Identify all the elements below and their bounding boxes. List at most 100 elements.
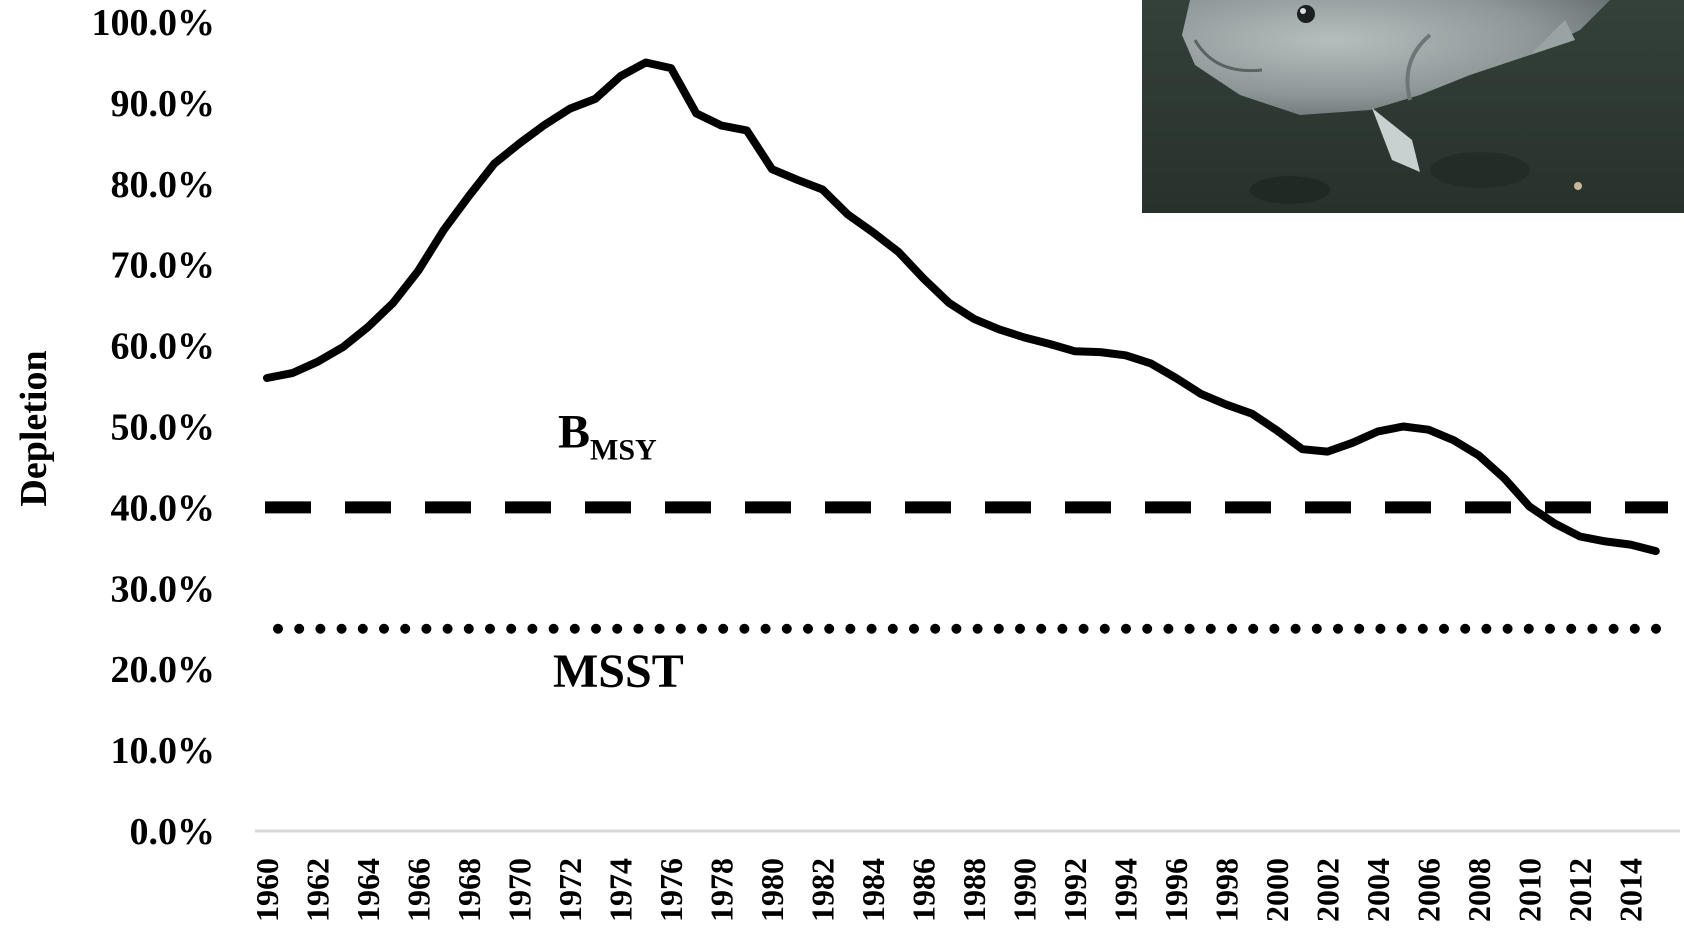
y-tick-label: 70.0% (111, 245, 216, 287)
x-tick-label: 1976 (653, 858, 689, 922)
depletion-data-point (1224, 402, 1229, 407)
y-tick-label: 80.0% (111, 164, 216, 206)
depletion-data-point (744, 128, 749, 133)
depletion-data-point (1047, 342, 1052, 346)
depletion-data-point (1275, 428, 1279, 433)
depletion-data-point (1451, 438, 1456, 443)
depletion-data-point (1552, 521, 1557, 526)
y-tick-label: 40.0% (111, 487, 216, 529)
y-tick-label: 60.0% (111, 326, 216, 368)
depletion-series-line (263, 58, 1660, 556)
y-tick-label: 30.0% (111, 568, 216, 610)
depletion-data-point (391, 300, 396, 305)
x-tick-label: 1974 (603, 858, 639, 922)
depletion-data-point (1502, 476, 1507, 481)
depletion-data-point (643, 60, 648, 65)
depletion-data-point (1022, 335, 1027, 340)
depletion-data-point (315, 359, 320, 364)
depletion-data-point (1073, 349, 1077, 354)
x-tick-label: 1980 (754, 858, 790, 922)
depletion-data-point (795, 177, 800, 182)
x-tick-label: 2014 (1613, 858, 1649, 922)
x-tick-label: 1984 (855, 858, 891, 922)
x-tick-label: 1970 (502, 858, 538, 922)
depletion-data-point (719, 123, 724, 128)
depletion-data-point (997, 327, 1002, 332)
x-tick-label: 2004 (1360, 858, 1396, 922)
depletion-data-point (542, 122, 547, 127)
depletion-data-point (1527, 504, 1532, 509)
x-tick-label: 2000 (1259, 858, 1295, 922)
depletion-data-point (265, 376, 269, 380)
depletion-data-point (517, 141, 522, 146)
depletion-data-point (1148, 361, 1153, 366)
x-tick-label: 1996 (1158, 858, 1194, 922)
x-tick-label: 1986 (906, 858, 942, 922)
depletion-data-point (290, 371, 295, 376)
depletion-data-point (618, 74, 623, 79)
depletion-data-point (1628, 542, 1633, 547)
depletion-data-point (416, 268, 421, 273)
depletion-data-point (1401, 424, 1406, 429)
x-tick-label: 1998 (1209, 858, 1245, 922)
depletion-data-point (1325, 449, 1330, 454)
depletion-data-point (845, 212, 850, 217)
depletion-data-point (1350, 440, 1355, 445)
depletion-data-point (1426, 427, 1431, 432)
depletion-data-point (492, 161, 497, 166)
y-tick-label: 100.0% (92, 2, 216, 44)
y-tick-label: 10.0% (111, 730, 216, 772)
x-tick-label: 2006 (1411, 858, 1447, 922)
x-tick-label: 2002 (1310, 858, 1346, 922)
depletion-data-point (568, 106, 572, 111)
x-tick-label: 2012 (1562, 858, 1598, 922)
depletion-data-point (366, 325, 370, 329)
depletion-data-point (340, 345, 345, 350)
x-tick-label: 1982 (805, 858, 841, 922)
bmsy-label: BMSY (558, 405, 657, 466)
x-tick-label: 1992 (1057, 858, 1093, 922)
fish-photo-inset (1142, 0, 1684, 213)
x-tick-label: 2008 (1461, 858, 1497, 922)
depletion-data-point (770, 167, 774, 172)
y-tick-label: 90.0% (111, 83, 216, 125)
depletion-data-point (467, 193, 471, 198)
x-tick-label: 1978 (704, 858, 740, 922)
depletion-data-point (441, 227, 446, 232)
x-tick-label: 1994 (1108, 858, 1144, 922)
x-tick-label: 1964 (350, 858, 386, 922)
depletion-data-point (896, 249, 901, 254)
x-tick-label: 2010 (1512, 858, 1548, 922)
x-tick-label: 1962 (300, 858, 336, 922)
x-tick-label: 1960 (249, 858, 285, 922)
depletion-data-point (1249, 411, 1254, 416)
depletion-data-point (1477, 453, 1481, 458)
depletion-data-point (1376, 429, 1380, 434)
y-tick-label: 0.0% (130, 811, 216, 853)
y-tick-label: 50.0% (111, 407, 216, 449)
x-tick-label: 1972 (552, 858, 588, 922)
depletion-data-point (694, 111, 699, 116)
depletion-data-point (871, 230, 875, 235)
depletion-data-point (921, 276, 926, 281)
msst-label: MSST (553, 645, 684, 698)
depletion-data-point (1174, 376, 1178, 380)
depletion-data-point (593, 96, 598, 101)
depletion-data-point (1653, 549, 1658, 554)
depletion-data-point (1123, 353, 1128, 358)
depletion-data-point (1098, 350, 1103, 355)
depletion-data-point (1603, 539, 1608, 544)
depletion-data-point (1578, 534, 1582, 539)
x-tick-label: 1968 (451, 858, 487, 922)
y-axis-label: Depletion (13, 350, 55, 506)
depletion-data-point (820, 187, 825, 192)
x-tick-label: 1988 (956, 858, 992, 922)
depletion-data-point (972, 316, 976, 321)
depletion-data-point (1300, 447, 1305, 452)
y-tick-label: 20.0% (111, 649, 216, 691)
x-tick-label: 1990 (1007, 858, 1043, 922)
x-tick-label: 1966 (401, 858, 437, 922)
depletion-data-point (669, 66, 673, 71)
depletion-data-point (946, 300, 951, 305)
